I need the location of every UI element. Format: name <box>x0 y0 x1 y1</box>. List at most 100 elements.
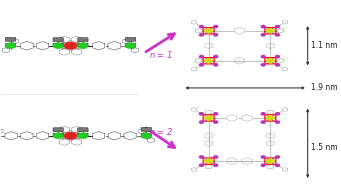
Circle shape <box>276 121 279 123</box>
Circle shape <box>199 56 204 58</box>
Circle shape <box>199 113 204 115</box>
Circle shape <box>210 30 212 31</box>
FancyBboxPatch shape <box>78 38 88 42</box>
FancyBboxPatch shape <box>141 128 151 131</box>
Circle shape <box>207 159 210 160</box>
Circle shape <box>272 30 274 31</box>
Circle shape <box>210 60 212 61</box>
Circle shape <box>199 64 204 66</box>
Circle shape <box>207 116 210 117</box>
Text: 1.9 nm: 1.9 nm <box>311 83 338 92</box>
Circle shape <box>210 117 212 119</box>
Circle shape <box>272 117 274 119</box>
Circle shape <box>272 60 274 61</box>
Circle shape <box>269 58 272 60</box>
Circle shape <box>207 58 210 60</box>
FancyBboxPatch shape <box>265 28 276 34</box>
Circle shape <box>276 56 279 58</box>
FancyBboxPatch shape <box>265 57 276 64</box>
Circle shape <box>276 64 279 66</box>
FancyBboxPatch shape <box>78 43 88 47</box>
Circle shape <box>205 30 207 31</box>
FancyBboxPatch shape <box>78 133 88 137</box>
Circle shape <box>261 121 265 123</box>
Circle shape <box>53 133 63 139</box>
Circle shape <box>214 34 218 36</box>
FancyBboxPatch shape <box>125 43 136 47</box>
Circle shape <box>269 61 272 63</box>
Circle shape <box>269 31 272 33</box>
Circle shape <box>207 61 210 63</box>
Circle shape <box>261 26 265 28</box>
Circle shape <box>266 30 269 31</box>
Circle shape <box>261 164 265 166</box>
FancyBboxPatch shape <box>125 37 136 41</box>
Text: 1.1 nm: 1.1 nm <box>311 41 338 50</box>
Circle shape <box>261 113 265 115</box>
FancyBboxPatch shape <box>53 128 63 132</box>
Circle shape <box>261 64 265 66</box>
Circle shape <box>214 56 218 58</box>
FancyBboxPatch shape <box>5 37 16 41</box>
Circle shape <box>276 34 279 36</box>
Circle shape <box>199 156 204 158</box>
Circle shape <box>53 43 63 49</box>
Circle shape <box>199 164 204 166</box>
FancyBboxPatch shape <box>53 43 63 47</box>
Circle shape <box>214 156 218 158</box>
Circle shape <box>269 29 272 30</box>
Circle shape <box>272 160 274 162</box>
Circle shape <box>64 42 77 50</box>
FancyBboxPatch shape <box>78 128 88 132</box>
Circle shape <box>266 117 269 119</box>
Circle shape <box>214 164 218 166</box>
Circle shape <box>205 117 207 119</box>
Circle shape <box>207 162 210 163</box>
Circle shape <box>205 60 207 61</box>
Circle shape <box>207 31 210 33</box>
Circle shape <box>214 64 218 66</box>
Circle shape <box>199 26 204 28</box>
Circle shape <box>276 164 279 166</box>
Circle shape <box>276 113 279 115</box>
Circle shape <box>214 121 218 123</box>
Circle shape <box>78 133 88 139</box>
Text: 1.5 nm: 1.5 nm <box>311 143 338 152</box>
Circle shape <box>269 119 272 120</box>
Circle shape <box>261 34 265 36</box>
Circle shape <box>207 119 210 120</box>
Circle shape <box>269 116 272 117</box>
Circle shape <box>125 43 136 49</box>
Circle shape <box>276 26 279 28</box>
Circle shape <box>266 60 269 61</box>
Circle shape <box>214 26 218 28</box>
FancyBboxPatch shape <box>141 133 151 137</box>
Circle shape <box>205 160 207 162</box>
Circle shape <box>261 56 265 58</box>
Circle shape <box>269 162 272 163</box>
Circle shape <box>141 133 151 139</box>
Text: $n$ = 2: $n$ = 2 <box>149 126 173 137</box>
Text: $n$ = 1: $n$ = 1 <box>149 49 172 60</box>
Circle shape <box>64 132 77 139</box>
Circle shape <box>269 159 272 160</box>
Circle shape <box>207 29 210 30</box>
Circle shape <box>210 160 212 162</box>
FancyBboxPatch shape <box>203 158 214 164</box>
Circle shape <box>261 156 265 158</box>
Circle shape <box>276 156 279 158</box>
FancyBboxPatch shape <box>203 57 214 64</box>
Circle shape <box>199 121 204 123</box>
Circle shape <box>199 34 204 36</box>
FancyBboxPatch shape <box>53 133 63 137</box>
FancyBboxPatch shape <box>265 158 276 164</box>
Circle shape <box>266 160 269 162</box>
FancyBboxPatch shape <box>203 115 214 121</box>
FancyBboxPatch shape <box>53 38 63 42</box>
Circle shape <box>5 43 16 49</box>
FancyBboxPatch shape <box>5 43 16 47</box>
FancyBboxPatch shape <box>265 115 276 121</box>
Circle shape <box>214 113 218 115</box>
Circle shape <box>78 43 88 49</box>
FancyBboxPatch shape <box>203 28 214 34</box>
